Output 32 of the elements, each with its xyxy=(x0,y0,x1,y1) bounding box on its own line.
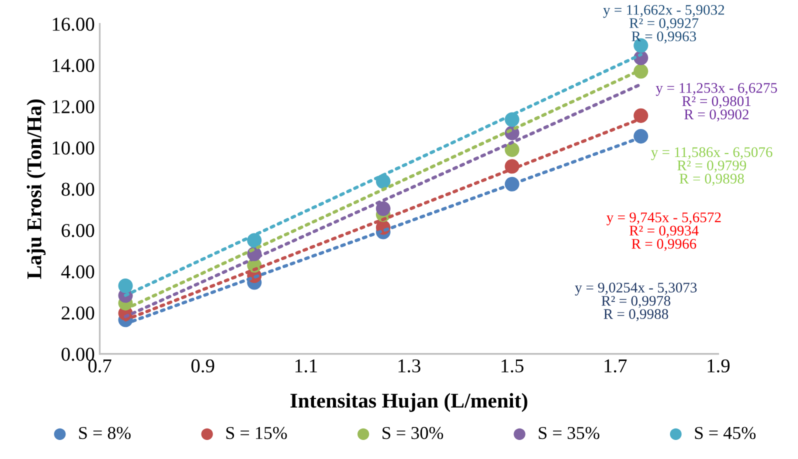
x-tick-label: 0.7 xyxy=(88,359,112,373)
x-tick-label: 1.1 xyxy=(295,359,317,373)
legend-label: S = 35% xyxy=(538,426,600,440)
annotation: y = 11,586x - 6,5076 R² = 0,9799 R = 0,9898 xyxy=(651,147,772,186)
y-tick-label: 0.00 xyxy=(62,348,94,361)
y-tick-label: 14.00 xyxy=(52,58,94,72)
legend-label: S = 8% xyxy=(79,426,131,440)
x-tick-label: 1.7 xyxy=(604,359,627,373)
x-tick-label: 1.9 xyxy=(708,359,730,373)
y-tick-label: 16.00 xyxy=(52,18,94,31)
point xyxy=(118,278,133,294)
point xyxy=(634,108,648,123)
annotation: y = 9,745x - 5,6572 R² = 0,9934 R = 0,9966 xyxy=(606,212,721,251)
x-axis-title: Intensitas Hujan (L/menit) xyxy=(290,393,528,412)
legend-label: S = 15% xyxy=(226,426,287,440)
legend-label: S = 30% xyxy=(382,426,444,440)
annotation: y = 11,253x - 6,6275 R² = 0,9801 R = 0,9902 xyxy=(656,83,777,122)
point xyxy=(376,201,390,216)
y-tick-label: 12.00 xyxy=(52,100,94,114)
x-tick-label: 0.9 xyxy=(191,359,214,373)
y-tick-label: 4.00 xyxy=(61,265,94,278)
legend-label: S = 45% xyxy=(695,426,756,440)
y-tick-label: 8.00 xyxy=(62,182,94,196)
y-tick-label: 2.00 xyxy=(62,306,94,320)
y-axis-title: Laju Erosi (Ton/Ha) xyxy=(26,99,46,279)
point xyxy=(504,142,520,157)
y-tick-label: 6.00 xyxy=(62,224,94,238)
x-tick-label: 1.5 xyxy=(502,359,524,373)
annotation: y = 11,662x - 5,9032 R² = 0,9927 R = 0,9963 xyxy=(603,4,724,44)
annotation: y = 9,0254x - 5,3073 R² = 0,9978 R = 0,9988 xyxy=(574,282,697,322)
y-tick-label: 10.00 xyxy=(52,141,94,155)
x-tick-label: 1.3 xyxy=(398,359,420,373)
